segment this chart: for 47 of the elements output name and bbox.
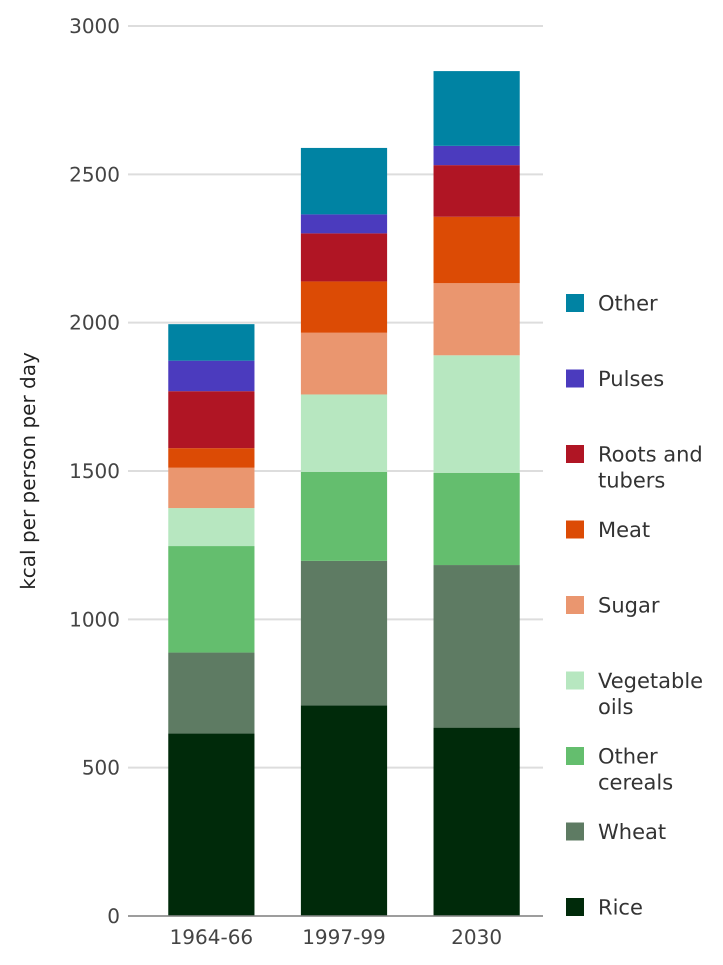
bar <box>300 394 388 472</box>
bar <box>300 705 388 916</box>
bar <box>434 165 520 217</box>
bar <box>300 472 388 561</box>
y-tick-label: 2500 <box>69 162 120 186</box>
y-axis-title: kcal per person per day <box>16 352 40 590</box>
bar <box>168 324 254 361</box>
legend-label: Meat <box>598 518 650 542</box>
bar <box>434 146 520 166</box>
legend-label: Vegetable oils <box>598 668 704 720</box>
legend-label: Wheat <box>598 820 666 844</box>
bar <box>300 560 388 706</box>
bar <box>168 468 254 508</box>
legend-label: Pulses <box>598 366 664 391</box>
bar <box>434 355 520 473</box>
bar <box>434 472 520 566</box>
bar <box>300 214 388 234</box>
y-tick-label: 1000 <box>69 607 120 632</box>
bar <box>168 391 254 448</box>
y-tick-label: 1500 <box>69 459 120 483</box>
bar <box>434 283 520 356</box>
bar <box>300 148 388 214</box>
bar <box>168 546 254 653</box>
y-tick-label: 3000 <box>69 14 120 38</box>
x-tick-label: 1964-66 <box>170 925 254 949</box>
bar <box>434 565 520 728</box>
legend-label: Sugar <box>598 593 660 618</box>
bar <box>300 233 388 282</box>
bar <box>168 508 254 546</box>
bar <box>434 216 520 284</box>
y-tick-label: 0 <box>107 904 120 928</box>
legend-label: Other <box>598 291 658 316</box>
bar <box>168 448 254 468</box>
legend-label: Rice <box>598 895 643 920</box>
bar <box>168 360 254 392</box>
bar <box>300 281 388 333</box>
bar <box>434 728 520 916</box>
bar <box>168 734 254 916</box>
bar <box>434 71 520 146</box>
x-tick-label: 2030 <box>451 925 502 949</box>
bar <box>168 652 254 734</box>
y-tick-label: 2000 <box>69 310 120 335</box>
y-tick-label: 500 <box>82 756 120 780</box>
legend-label: Other cereals <box>598 744 674 795</box>
legend-label: Roots and tubers <box>598 442 703 493</box>
bar <box>300 332 388 394</box>
x-tick-label: 1997-99 <box>302 925 386 949</box>
